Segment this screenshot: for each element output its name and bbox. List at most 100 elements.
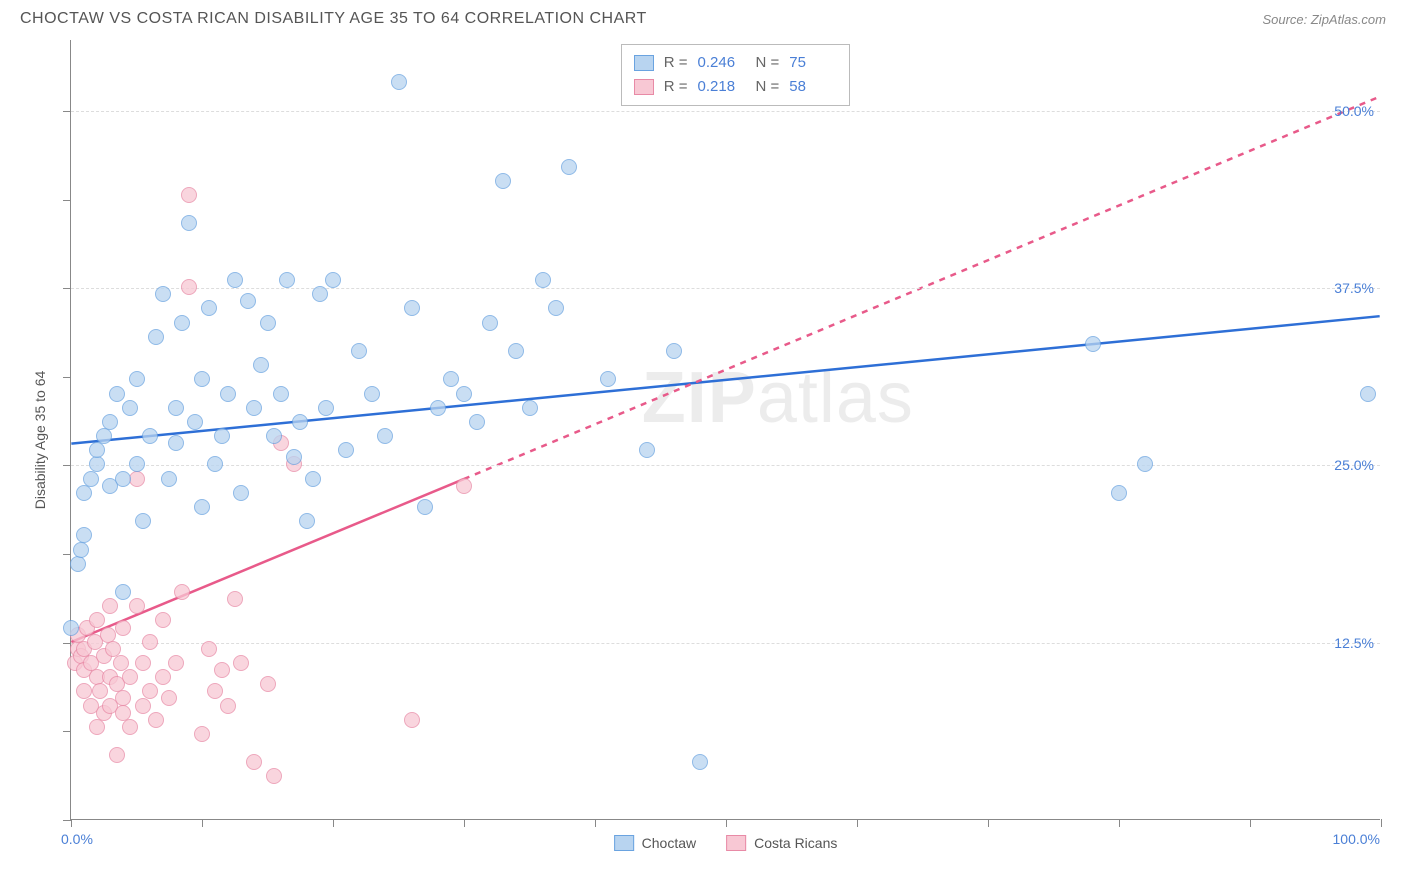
data-point-choctaw (135, 513, 151, 529)
data-point-choctaw (83, 471, 99, 487)
data-point-choctaw (63, 620, 79, 636)
data-point-choctaw (325, 272, 341, 288)
y-axis-label: 12.5% (1334, 635, 1374, 651)
y-axis-label: 25.0% (1334, 457, 1374, 473)
data-point-costa (115, 690, 131, 706)
data-point-choctaw (96, 428, 112, 444)
data-point-choctaw (292, 414, 308, 430)
data-point-choctaw (535, 272, 551, 288)
data-point-choctaw (148, 329, 164, 345)
data-point-choctaw (181, 215, 197, 231)
data-point-costa (246, 754, 262, 770)
x-tick (333, 819, 334, 827)
data-point-choctaw (1111, 485, 1127, 501)
data-point-choctaw (76, 485, 92, 501)
gridline-h (71, 111, 1380, 112)
x-tick (1119, 819, 1120, 827)
gridline-h (71, 643, 1380, 644)
data-point-choctaw (456, 386, 472, 402)
data-point-choctaw (318, 400, 334, 416)
stats-legend-row: R =0.218N =58 (634, 75, 838, 99)
data-point-choctaw (253, 357, 269, 373)
x-tick (857, 819, 858, 827)
data-point-choctaw (214, 428, 230, 444)
data-point-costa (168, 655, 184, 671)
r-value: 0.218 (698, 75, 746, 99)
data-point-choctaw (168, 435, 184, 451)
data-point-choctaw (1360, 386, 1376, 402)
gridline-h (71, 288, 1380, 289)
legend-swatch (634, 79, 654, 95)
series-legend-label: Costa Ricans (754, 835, 837, 851)
n-label: N = (756, 51, 780, 75)
data-point-choctaw (312, 286, 328, 302)
data-point-costa (233, 655, 249, 671)
n-value: 58 (789, 75, 837, 99)
legend-swatch (726, 835, 746, 851)
x-tick (1250, 819, 1251, 827)
data-point-choctaw (207, 456, 223, 472)
data-point-choctaw (377, 428, 393, 444)
data-point-choctaw (639, 442, 655, 458)
data-point-choctaw (70, 556, 86, 572)
series-legend-label: Choctaw (642, 835, 696, 851)
data-point-costa (142, 683, 158, 699)
data-point-costa (220, 698, 236, 714)
data-point-choctaw (305, 471, 321, 487)
series-legend-item: Choctaw (614, 835, 696, 851)
y-tick (63, 111, 71, 112)
data-point-costa (181, 279, 197, 295)
data-point-choctaw (404, 300, 420, 316)
data-point-costa (142, 634, 158, 650)
data-point-choctaw (233, 485, 249, 501)
data-point-costa (89, 612, 105, 628)
data-point-costa (129, 598, 145, 614)
data-point-choctaw (115, 471, 131, 487)
data-point-costa (92, 683, 108, 699)
r-value: 0.246 (698, 51, 746, 75)
data-point-choctaw (299, 513, 315, 529)
data-point-choctaw (76, 527, 92, 543)
data-point-costa (227, 591, 243, 607)
data-point-costa (266, 768, 282, 784)
x-tick (595, 819, 596, 827)
data-point-costa (214, 662, 230, 678)
y-tick (63, 377, 71, 378)
plot-area: ZIPatlas R =0.246N =75R =0.218N =58 0.0%… (70, 40, 1380, 820)
data-point-costa (102, 598, 118, 614)
data-point-choctaw (194, 371, 210, 387)
data-point-costa (456, 478, 472, 494)
data-point-choctaw (155, 286, 171, 302)
data-point-costa (201, 641, 217, 657)
data-point-choctaw (227, 272, 243, 288)
data-point-choctaw (73, 542, 89, 558)
x-tick (464, 819, 465, 827)
x-tick (726, 819, 727, 827)
x-tick (988, 819, 989, 827)
legend-swatch (634, 55, 654, 71)
x-axis-min-label: 0.0% (61, 831, 93, 847)
data-point-choctaw (666, 343, 682, 359)
data-point-choctaw (240, 293, 256, 309)
n-label: N = (756, 75, 780, 99)
x-axis-max-label: 100.0% (1333, 831, 1380, 847)
data-point-choctaw (168, 400, 184, 416)
stats-legend: R =0.246N =75R =0.218N =58 (621, 44, 851, 106)
data-point-choctaw (286, 449, 302, 465)
series-legend: Choctaw Costa Ricans (614, 835, 838, 851)
y-axis-title: Disability Age 35 to 64 (32, 371, 48, 510)
data-point-choctaw (89, 456, 105, 472)
data-point-choctaw (364, 386, 380, 402)
data-point-choctaw (600, 371, 616, 387)
x-tick (1381, 819, 1382, 827)
data-point-costa (174, 584, 190, 600)
data-point-costa (155, 612, 171, 628)
data-point-choctaw (187, 414, 203, 430)
data-point-choctaw (201, 300, 217, 316)
data-point-choctaw (508, 343, 524, 359)
data-point-choctaw (122, 400, 138, 416)
data-point-choctaw (1137, 456, 1153, 472)
source-credit: Source: ZipAtlas.com (1262, 12, 1386, 27)
data-point-costa (404, 712, 420, 728)
data-point-choctaw (246, 400, 262, 416)
